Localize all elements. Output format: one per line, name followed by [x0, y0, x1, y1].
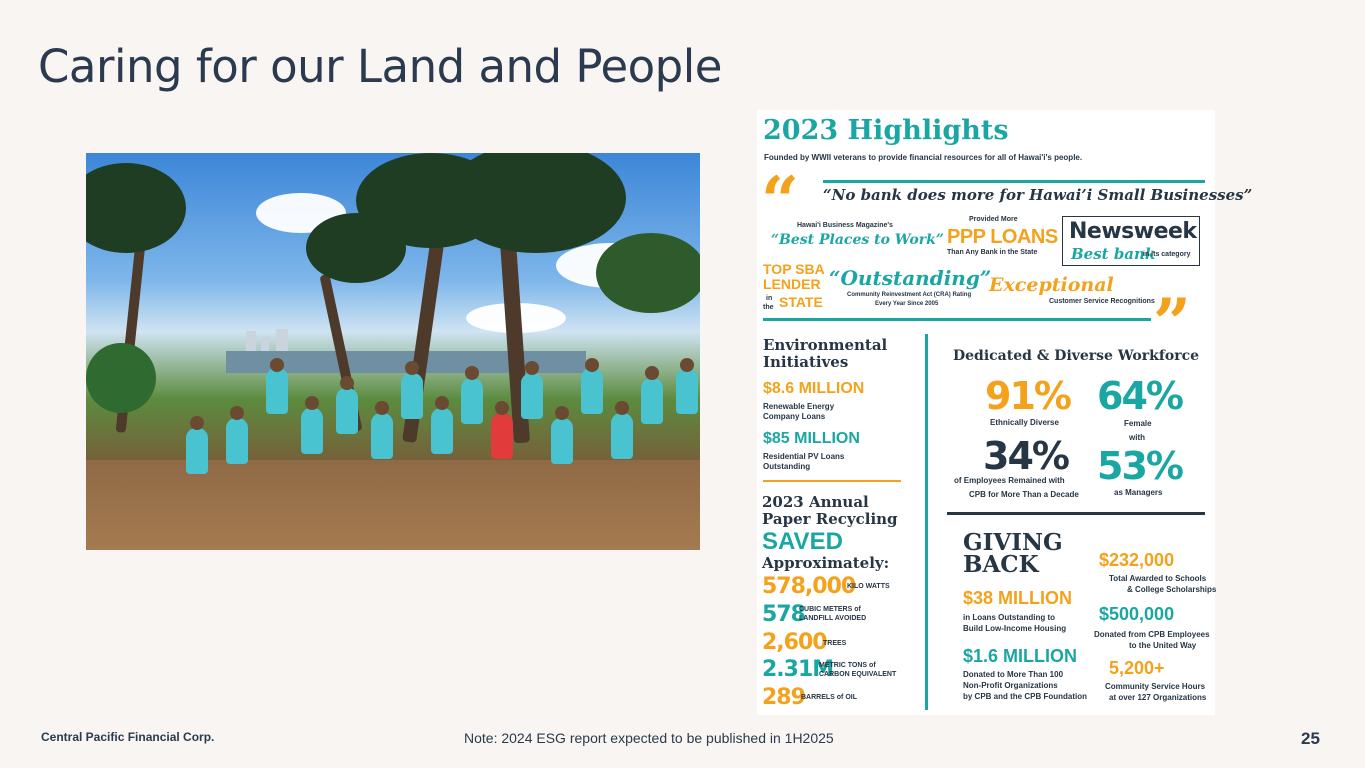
sba-in: in	[766, 295, 773, 302]
newsweek-badge: Newsweek Best bank in its category	[1062, 216, 1200, 266]
outstanding-award: “Outstanding”	[829, 266, 992, 290]
renewable-loans-value: $8.6 MILLION	[763, 380, 865, 397]
tenure-desc-1: of Employees Remained with	[954, 476, 1065, 485]
scholarship-desc-2: & College Scholarships	[1127, 585, 1217, 594]
housing-loans-value: $38 MILLION	[963, 588, 1073, 608]
scholarship-value: $232,000	[1099, 550, 1175, 570]
recycling-unit: CARBON EQUIVALENT	[819, 671, 897, 678]
recycling-value: 2,600	[762, 630, 828, 655]
newsweek-best-bank: Best bank	[1071, 245, 1156, 263]
best-places-award: “Best Places to Work”	[771, 232, 944, 248]
outstanding-desc-1: Community Reinvestment Act (CRA) Rating	[847, 292, 972, 298]
environmental-title-2: Initiatives	[763, 353, 849, 371]
column-divider	[925, 334, 928, 710]
slide-title: Caring for our Land and People	[38, 40, 722, 93]
female-desc-2: with	[1129, 433, 1145, 442]
recycling-unit: KILO WATTS	[847, 583, 890, 590]
sba-state: STATE	[779, 294, 823, 310]
housing-loans-desc-1: in Loans Outstanding to	[963, 613, 1055, 622]
female-value: 64%	[1097, 374, 1184, 418]
close-quote-icon: ”	[1153, 284, 1191, 362]
exceptional-desc: Customer Service Recognitions	[1049, 298, 1155, 305]
diverse-value: 91%	[985, 374, 1072, 418]
managers-value: 53%	[1097, 444, 1184, 488]
sba-lender-1: TOP SBA	[763, 261, 825, 277]
volunteer-group-photo	[86, 153, 700, 550]
footer-company: Central Pacific Financial Corp.	[41, 730, 215, 744]
environmental-title-1: Environmental	[763, 336, 888, 354]
sba-lender-2: LENDER	[763, 276, 821, 292]
recycling-unit: LANDFILL AVOIDED	[799, 615, 867, 622]
service-hours-value: 5,200+	[1109, 658, 1165, 678]
outstanding-desc-2: Every Year Since 2005	[875, 301, 939, 307]
pv-loans-value: $85 MILLION	[763, 430, 860, 447]
page-number: 25	[1301, 729, 1320, 748]
recycling-title-2: Paper Recycling	[762, 510, 898, 528]
recycling-unit: CUBIC METERS of	[799, 606, 861, 613]
recycling-value: 2.31M	[762, 657, 834, 682]
pv-loans-desc-1: Residential PV Loans	[763, 452, 845, 461]
managers-desc: as Managers	[1114, 488, 1163, 497]
recycling-approx: Approximately:	[762, 554, 890, 572]
recycling-unit: BARRELS of OIL	[801, 694, 857, 701]
giving-title-1: GIVING	[963, 529, 1063, 556]
recycling-unit: METRIC TONS of	[819, 662, 876, 669]
highlights-subheading: Founded by WWII veterans to provide fina…	[764, 153, 1083, 162]
workforce-title: Dedicated & Diverse Workforce	[953, 348, 1200, 364]
service-hours-desc-2: at over 127 Organizations	[1109, 693, 1207, 702]
donated-value: $1.6 MILLION	[963, 646, 1078, 666]
recycling-title-1: 2023 Annual	[762, 493, 869, 511]
recycling-value: 289	[762, 685, 806, 710]
ppp-loans: PPP LOANS	[947, 226, 1058, 248]
exceptional-award: Exceptional	[989, 274, 1114, 296]
newsweek-logo: Newsweek	[1069, 219, 1197, 244]
sba-the: the	[763, 304, 774, 311]
giving-title-2: BACK	[963, 551, 1039, 578]
recycling-unit: TREES	[823, 640, 847, 647]
recycling-saved: SAVED	[762, 528, 843, 555]
highlight-quote: “No bank does more for Hawai’i Small Bus…	[823, 186, 1253, 204]
newsweek-category: in its category	[1143, 251, 1191, 258]
renewable-loans-desc-2: Company Loans	[763, 412, 826, 421]
quote-bottom-rule	[763, 318, 1151, 321]
highlights-infographic: 2023 Highlights Founded by WWII veterans…	[757, 110, 1252, 715]
workforce-rule	[947, 512, 1205, 515]
footer-note: Note: 2024 ESG report expected to be pub…	[464, 730, 834, 746]
united-way-value: $500,000	[1099, 604, 1175, 624]
highlights-heading: 2023 Highlights	[763, 115, 1009, 146]
donated-desc-3: by CPB and the CPB Foundation	[963, 692, 1087, 701]
quote-top-rule	[823, 180, 1205, 183]
open-quote-icon: “	[761, 162, 799, 240]
environmental-rule	[763, 480, 901, 482]
united-way-desc-2: to the United Way	[1129, 641, 1197, 650]
donated-desc-1: Donated to More Than 100	[963, 670, 1064, 679]
recycling-value: 578,000	[762, 574, 856, 599]
united-way-desc-1: Donated from CPB Employees	[1094, 630, 1210, 639]
ppp-top: Provided More	[969, 216, 1018, 223]
pv-loans-desc-2: Outstanding	[763, 462, 811, 471]
donated-desc-2: Non-Profit Organizations	[963, 681, 1058, 690]
ppp-bottom: Than Any Bank in the State	[947, 249, 1038, 256]
service-hours-desc-1: Community Service Hours	[1105, 682, 1206, 691]
recycling-value: 578	[762, 602, 806, 627]
renewable-loans-desc-1: Renewable Energy	[763, 402, 835, 411]
tenure-desc-2: CPB for More Than a Decade	[969, 490, 1079, 499]
diverse-desc: Ethnically Diverse	[990, 418, 1059, 427]
tenure-value: 34%	[983, 434, 1070, 478]
female-desc-1: Female	[1124, 419, 1152, 428]
scholarship-desc-1: Total Awarded to Schools	[1109, 574, 1207, 583]
best-places-source: Hawai'i Business Magazine's	[797, 222, 893, 229]
housing-loans-desc-2: Build Low-Income Housing	[963, 624, 1067, 633]
